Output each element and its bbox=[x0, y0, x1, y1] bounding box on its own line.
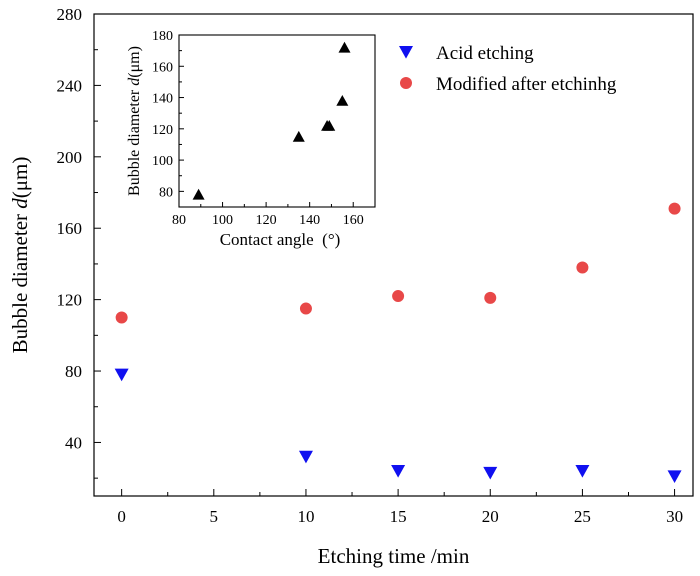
y-tick-label: 120 bbox=[57, 291, 83, 310]
x-tick-label: 25 bbox=[574, 507, 591, 526]
plot-frame bbox=[93, 13, 694, 497]
inset-x-tick-label: 160 bbox=[343, 213, 364, 228]
y-tick-label: 160 bbox=[57, 219, 83, 238]
x-tick-label: 30 bbox=[666, 507, 683, 526]
inset-y-axis-label-unit: (μm) bbox=[126, 46, 143, 78]
inset-y-tick-label: 80 bbox=[159, 185, 173, 200]
modified-point bbox=[392, 290, 405, 303]
x-tick-label: 0 bbox=[117, 507, 126, 526]
acid-etching-point bbox=[114, 368, 129, 382]
inset-y-axis-label-variable: d bbox=[126, 77, 143, 86]
inset-y-axis-label-text: Bubble diameter bbox=[126, 86, 143, 196]
inset-x-tick-label: 120 bbox=[256, 213, 277, 228]
y-tick-label: 280 bbox=[57, 5, 83, 24]
acid-etching-point bbox=[667, 470, 682, 484]
legend-marker bbox=[399, 46, 413, 59]
legend-label: Acid etching bbox=[436, 43, 534, 64]
modified-point bbox=[576, 261, 589, 274]
inset-point bbox=[336, 94, 349, 106]
inset-y-axis-label: Bubble diameter d(μm) bbox=[126, 46, 143, 196]
inset-point bbox=[192, 188, 205, 200]
inset-x-tick-label: 100 bbox=[212, 213, 233, 228]
y-axis-label-text: Bubble diameter bbox=[8, 209, 32, 354]
inset-x-tick-label: 80 bbox=[172, 213, 186, 228]
x-axis-label: Etching time /min bbox=[318, 544, 470, 568]
inset-frame bbox=[178, 34, 376, 208]
x-tick-label: 5 bbox=[210, 507, 219, 526]
inset-y-tick-label: 100 bbox=[152, 154, 173, 169]
inset-y-tick-label: 120 bbox=[152, 123, 173, 138]
inset-x-tick-label: 140 bbox=[299, 213, 320, 228]
y-tick-label: 240 bbox=[57, 76, 83, 95]
inset-point bbox=[338, 41, 351, 53]
x-tick-label: 10 bbox=[297, 507, 314, 526]
y-axis-label: Bubble diameter d(μm) bbox=[8, 157, 32, 354]
inset-x-axis-label: Contact angle (°) bbox=[220, 230, 341, 249]
y-axis-label-variable: d bbox=[8, 198, 32, 209]
acid-etching-point bbox=[575, 465, 590, 478]
acid-etching-point bbox=[483, 466, 498, 480]
acid-etching-point bbox=[391, 465, 406, 478]
y-tick-label: 200 bbox=[57, 148, 83, 167]
legend-label: Modified after etchinhg bbox=[436, 74, 617, 95]
y-axis-label-unit: (μm) bbox=[8, 157, 32, 199]
modified-point bbox=[299, 302, 312, 315]
modified-point bbox=[484, 291, 497, 304]
acid-etching-point bbox=[298, 450, 313, 464]
modified-point bbox=[668, 202, 681, 215]
inset-point bbox=[292, 130, 305, 142]
inset-y-tick-label: 180 bbox=[152, 29, 173, 44]
y-tick-label: 80 bbox=[65, 362, 82, 381]
y-tick-label: 40 bbox=[65, 433, 82, 452]
inset-y-tick-label: 140 bbox=[152, 92, 173, 107]
modified-point bbox=[115, 311, 128, 324]
x-tick-label: 15 bbox=[390, 507, 407, 526]
inset-y-tick-label: 160 bbox=[152, 60, 173, 75]
legend-marker bbox=[400, 77, 412, 89]
inset-point bbox=[323, 119, 336, 131]
x-tick-label: 20 bbox=[482, 507, 499, 526]
